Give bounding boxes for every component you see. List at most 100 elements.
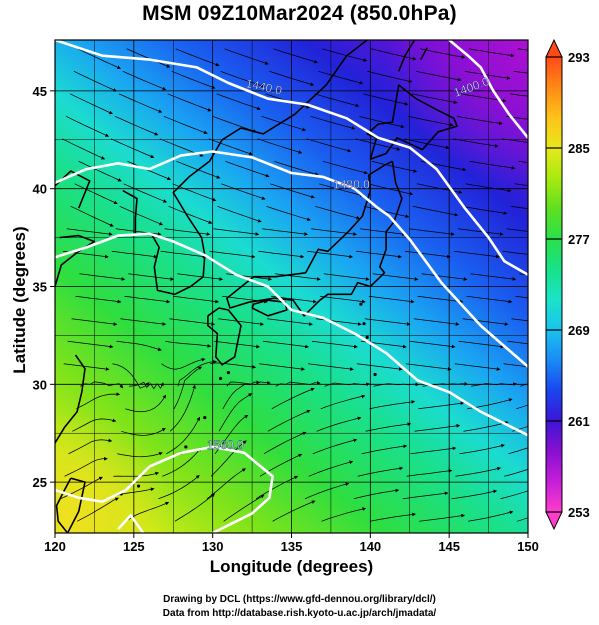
streamline [318, 183, 365, 197]
streamline [63, 363, 110, 371]
streamline [356, 250, 402, 259]
streamline [169, 318, 216, 326]
streamline [223, 494, 265, 522]
x-tick-label-145: 145 [438, 539, 460, 554]
streamline [78, 160, 122, 182]
streamline [123, 183, 168, 203]
streamline [304, 482, 350, 500]
streamline [266, 205, 311, 222]
island-marker [184, 445, 188, 449]
streamline [161, 357, 206, 370]
streamline [177, 273, 224, 281]
streamline [508, 447, 528, 455]
streamline [369, 400, 416, 410]
streamline [463, 421, 509, 432]
streamline [504, 468, 528, 477]
streamline [115, 228, 162, 236]
streamline [361, 444, 408, 455]
streamline [259, 363, 306, 371]
streamline [173, 295, 220, 304]
streamline [65, 115, 110, 137]
streamline [175, 48, 220, 67]
streamline [174, 493, 215, 522]
x-tick-label-125: 125 [123, 539, 145, 554]
streamline [308, 363, 354, 371]
streamline [370, 512, 417, 522]
streamline [307, 250, 354, 259]
streamline [208, 138, 253, 156]
coastline-segment [366, 84, 458, 161]
streamline [466, 295, 513, 304]
streamline [404, 138, 450, 150]
streamline [72, 418, 117, 432]
streamline [213, 228, 260, 236]
streamline [258, 250, 305, 259]
streamline [167, 93, 212, 112]
streamline [74, 183, 118, 205]
streamline [171, 70, 216, 89]
colorbar-tick-label-261: 261 [568, 414, 590, 429]
streamline [270, 183, 315, 199]
streamline [267, 318, 313, 326]
streamline [261, 115, 307, 132]
coastline-segment [122, 189, 138, 234]
streamline [69, 93, 113, 115]
streamline [515, 295, 528, 299]
streamline [414, 423, 461, 432]
streamline [263, 340, 309, 349]
streamline [318, 70, 364, 85]
streamline [311, 228, 358, 236]
streamline [455, 466, 502, 477]
streamline [217, 205, 262, 223]
streamline [412, 205, 459, 217]
streamline [368, 295, 415, 304]
coastlines [55, 40, 458, 533]
streamline [75, 295, 122, 304]
streamline [165, 340, 212, 348]
streamline [66, 228, 113, 236]
y-tick-label-25: 25 [33, 475, 47, 490]
coastline-segment [55, 354, 86, 444]
streamline [357, 466, 404, 477]
streamline [372, 273, 419, 281]
streamline [127, 160, 172, 181]
streamline [413, 318, 460, 326]
streamline [226, 273, 272, 281]
colorbar-tick-label-293: 293 [568, 50, 590, 65]
streamline [320, 394, 366, 410]
streamline [353, 488, 400, 500]
streamline [364, 318, 411, 326]
island-marker [359, 302, 363, 306]
streamline [468, 510, 514, 522]
streamline [404, 250, 451, 259]
credit-dcl: Drawing by DCL (https://www.gfd-dennou.o… [163, 594, 436, 605]
streamline [514, 183, 528, 186]
streamline [125, 394, 167, 413]
streamline [308, 460, 354, 477]
streamline [168, 205, 213, 224]
streamline [124, 295, 171, 304]
streamline [459, 443, 505, 455]
streamline [263, 431, 307, 455]
streamline [456, 115, 503, 126]
streamline [322, 48, 368, 62]
streamline [410, 446, 457, 455]
contour-line [448, 40, 528, 139]
colorbar: 253 261 269 277 285 293 [545, 38, 590, 531]
streamline [359, 115, 405, 129]
colorbar-tick-label-277: 277 [568, 232, 590, 247]
streamline [79, 273, 126, 281]
streamline [117, 451, 163, 458]
streamline [323, 273, 370, 281]
streamline [116, 340, 162, 351]
streamline [419, 48, 466, 59]
streamline [222, 380, 261, 409]
streamline [457, 228, 504, 236]
x-tick-label-135: 135 [281, 539, 303, 554]
streamline [67, 340, 114, 349]
island-marker [362, 322, 366, 326]
streamline [225, 160, 270, 178]
map-title: MSM 09Z10Mar2024 (850.0hPa) [142, 2, 457, 25]
streamline [272, 500, 316, 522]
streamline [451, 489, 498, 500]
